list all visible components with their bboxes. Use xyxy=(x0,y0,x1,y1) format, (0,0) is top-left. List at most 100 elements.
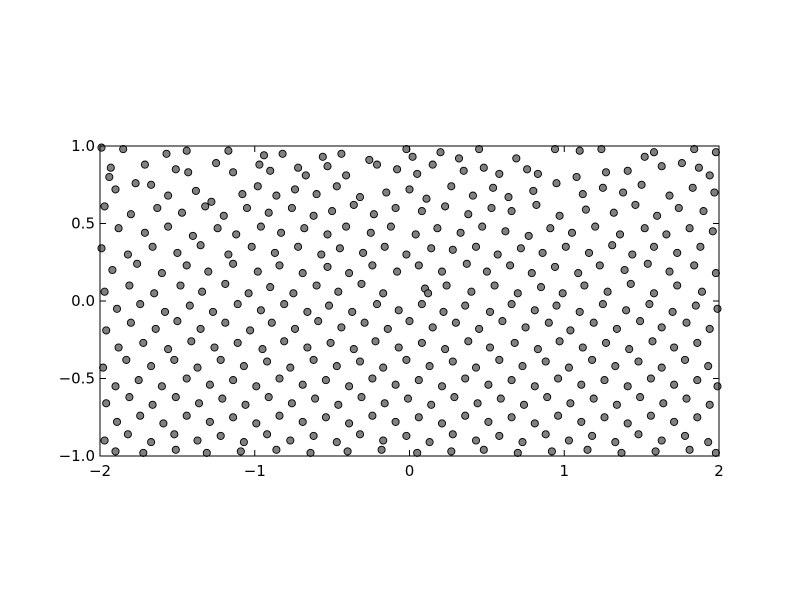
scatter-point xyxy=(646,374,655,383)
scatter-point xyxy=(433,224,442,233)
scatter-point xyxy=(321,376,330,385)
scatter-point xyxy=(682,318,691,327)
scatter-point xyxy=(425,362,434,371)
scatter-point xyxy=(543,393,552,402)
scatter-point xyxy=(507,376,516,385)
scatter-point xyxy=(239,438,248,447)
scatter-point xyxy=(690,145,699,154)
scatter-point xyxy=(247,242,256,251)
scatter-point xyxy=(417,207,426,216)
scatter-point xyxy=(258,345,267,354)
x-tick-label: 1 xyxy=(559,462,569,480)
scatter-point xyxy=(437,382,447,391)
scatter-point xyxy=(372,300,382,309)
scatter-point xyxy=(270,248,279,257)
scatter-point xyxy=(229,376,238,385)
scatter-point xyxy=(628,250,637,259)
scatter-point xyxy=(301,171,310,180)
scatter-point xyxy=(461,374,470,383)
scatter-point xyxy=(691,301,700,310)
scatter-point xyxy=(589,394,598,403)
scatter-point xyxy=(102,399,111,408)
scatter-point xyxy=(148,400,157,409)
scatter-point xyxy=(170,430,179,439)
scatter-point xyxy=(427,244,436,253)
scatter-point xyxy=(471,242,481,251)
scatter-point xyxy=(408,152,417,161)
scatter-point xyxy=(547,447,556,456)
scatter-point xyxy=(216,355,225,364)
scatter-point xyxy=(114,224,123,233)
scatter-point xyxy=(456,228,465,237)
scatter-point xyxy=(544,318,553,327)
scatter-point xyxy=(473,399,482,408)
scatter-point xyxy=(366,228,375,237)
scatter-point xyxy=(572,172,581,182)
scatter-point xyxy=(136,300,145,309)
scatter-point xyxy=(704,438,713,447)
scatter-point xyxy=(123,250,132,259)
scatter-point xyxy=(439,307,448,316)
scatter-point xyxy=(558,289,567,298)
scatter-point xyxy=(694,163,703,172)
scatter-point xyxy=(555,211,564,220)
scatter-point xyxy=(657,436,666,445)
scatter-point xyxy=(478,222,487,231)
scatter-point xyxy=(188,231,197,240)
scatter-point xyxy=(651,447,660,456)
scatter-point xyxy=(236,447,245,456)
scatter-point xyxy=(177,208,187,217)
scatter-point xyxy=(100,202,109,211)
scatter-point xyxy=(680,431,690,440)
scatter-point xyxy=(447,182,456,191)
scatter-point xyxy=(487,203,496,213)
scatter-point xyxy=(690,261,699,270)
scatter-point xyxy=(140,228,149,237)
scatter-point xyxy=(182,146,191,155)
scatter-point xyxy=(111,382,120,391)
scatter-point xyxy=(368,411,377,420)
x-tick-label: −2 xyxy=(89,462,111,480)
scatter-point xyxy=(219,211,228,220)
scatter-point xyxy=(357,393,366,402)
scatter-point xyxy=(112,417,122,426)
scatter-point xyxy=(645,300,654,309)
scatter-point xyxy=(317,250,326,259)
scatter-point xyxy=(323,230,332,239)
scatter-point xyxy=(417,338,426,347)
scatter-point xyxy=(111,185,120,194)
scatter-point xyxy=(380,399,389,408)
scatter-point xyxy=(164,191,173,200)
scatter-point xyxy=(424,289,433,298)
scatter-point xyxy=(713,382,722,391)
scatter-point xyxy=(360,318,369,327)
scatter-point xyxy=(699,207,708,216)
scatter-point xyxy=(379,436,388,445)
scatter-point xyxy=(475,324,484,333)
scatter-point xyxy=(600,376,609,385)
scatter-point xyxy=(255,160,264,169)
scatter-point xyxy=(597,145,606,154)
scatter-point xyxy=(402,431,411,440)
scatter-point xyxy=(303,307,312,316)
scatter-point xyxy=(518,362,527,371)
scatter-point xyxy=(100,287,109,296)
scatter-point xyxy=(489,183,498,192)
scatter-point xyxy=(140,160,149,169)
scatter-point xyxy=(711,448,720,457)
scatter-point xyxy=(187,337,196,346)
scatter-point xyxy=(256,306,265,315)
scatter-point xyxy=(263,357,272,366)
scatter-point xyxy=(300,224,309,233)
scatter-point xyxy=(688,183,697,192)
scatter-point xyxy=(659,399,668,408)
x-tick-label: 0 xyxy=(405,462,415,480)
scatter-point xyxy=(693,413,702,422)
scatter-point xyxy=(648,337,657,346)
scatter-point xyxy=(264,393,273,402)
scatter-point xyxy=(171,393,180,402)
scatter-point xyxy=(171,445,180,454)
scatter-point xyxy=(588,355,597,364)
